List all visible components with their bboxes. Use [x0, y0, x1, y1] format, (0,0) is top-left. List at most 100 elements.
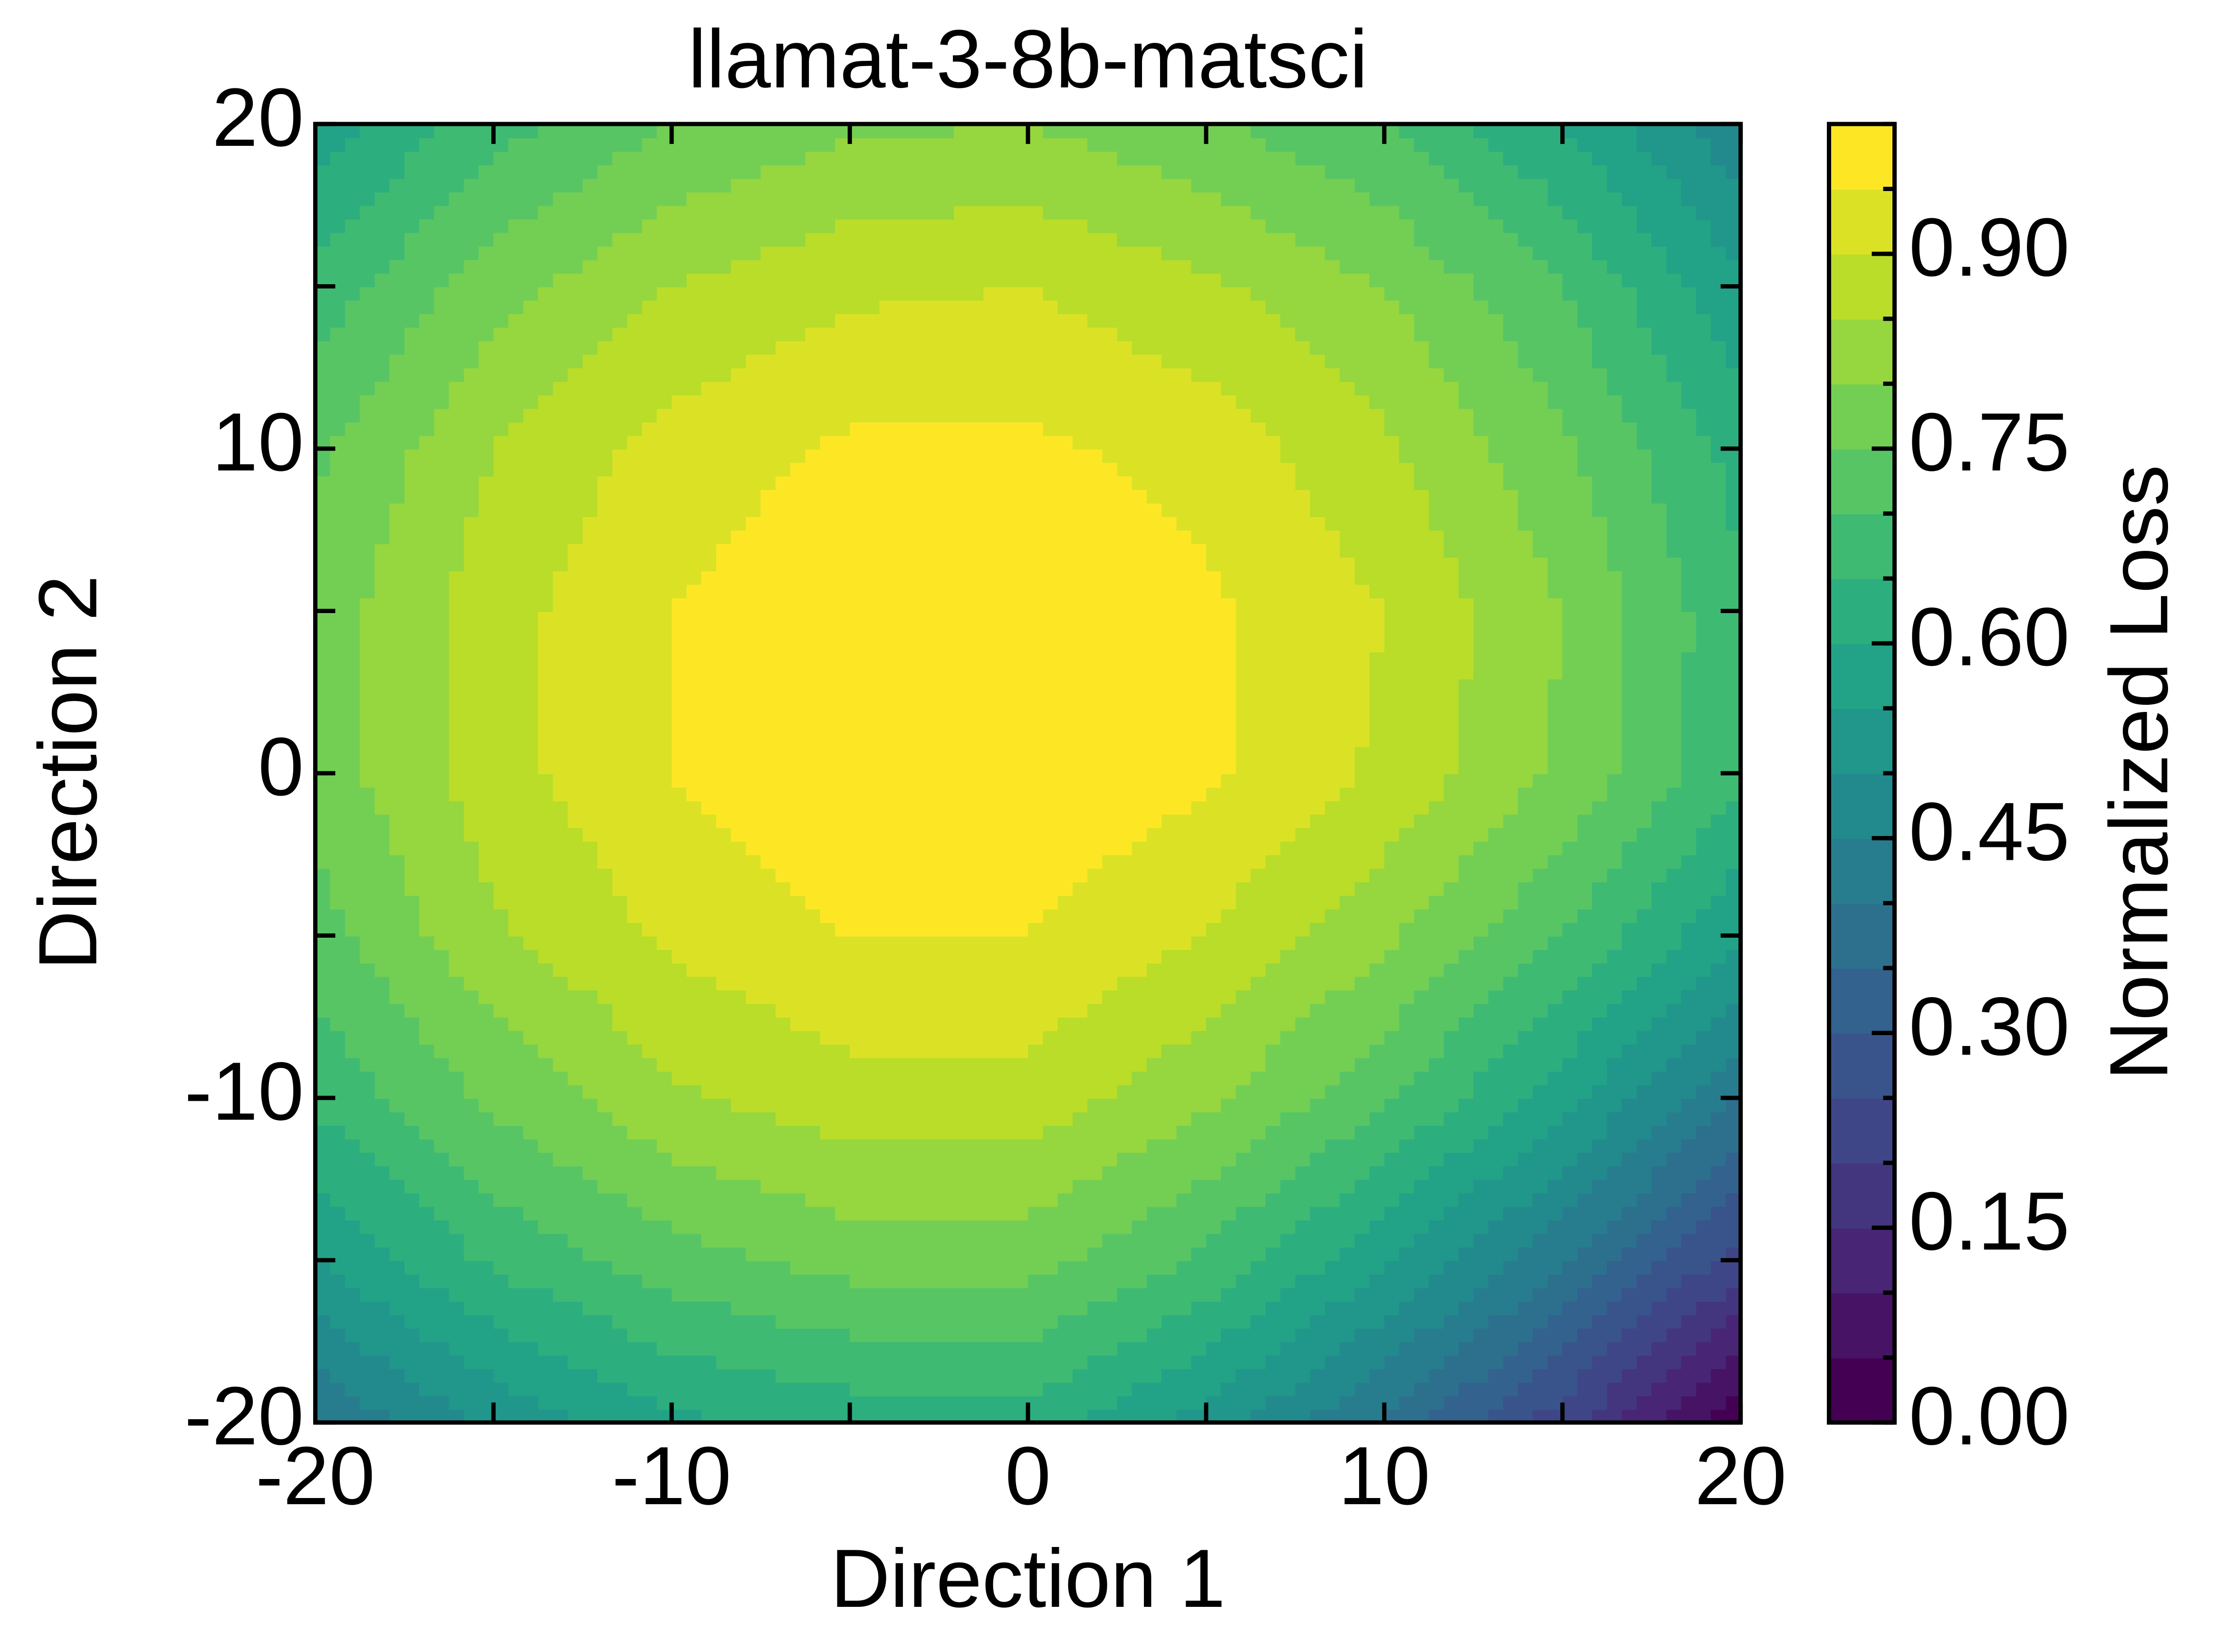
- contour-fill: [731, 908, 747, 923]
- contour-fill: [805, 922, 821, 937]
- contour-fill: [1354, 1206, 1371, 1221]
- contour-fill: [953, 1179, 969, 1194]
- contour-fill: [1473, 1003, 1489, 1018]
- contour-fill: [419, 976, 435, 991]
- contour-fill: [1533, 1354, 1549, 1370]
- contour-fill: [627, 1206, 643, 1221]
- contour-fill: [760, 854, 777, 869]
- contour-fill: [1250, 1098, 1267, 1113]
- contour-fill: [1087, 1125, 1104, 1140]
- contour-fill: [463, 1314, 480, 1329]
- contour-fill: [1577, 1057, 1593, 1072]
- contour-fill: [345, 1354, 361, 1370]
- contour-fill: [523, 638, 539, 653]
- contour-fill: [1592, 814, 1608, 828]
- contour-fill: [1221, 868, 1237, 883]
- contour-fill: [1236, 814, 1252, 828]
- contour-fill: [894, 841, 910, 855]
- contour-fill: [1324, 1192, 1341, 1207]
- contour-fill: [1533, 827, 1549, 842]
- contour-fill: [1221, 908, 1237, 923]
- contour-fill: [1146, 827, 1163, 842]
- contour-fill: [1176, 1382, 1192, 1397]
- contour-fill: [627, 1165, 643, 1180]
- contour-fill: [1295, 1287, 1311, 1302]
- contour-fill: [1146, 989, 1163, 1004]
- contour-fill: [404, 1233, 420, 1248]
- contour-fill: [508, 814, 524, 828]
- contour-fill: [1577, 1152, 1593, 1167]
- contour-fill: [1324, 1327, 1341, 1343]
- contour-fill: [820, 1071, 836, 1085]
- contour-fill: [1384, 881, 1400, 896]
- contour-fill: [1369, 1274, 1385, 1288]
- contour-fill: [953, 854, 969, 869]
- contour-fill: [969, 949, 985, 964]
- contour-fill: [612, 1138, 628, 1153]
- contour-fill: [790, 1071, 806, 1085]
- contour-fill: [1354, 1382, 1371, 1397]
- contour-fill: [998, 854, 1014, 869]
- contour-fill: [1711, 1206, 1727, 1221]
- contour-fill: [315, 665, 331, 680]
- contour-fill: [1443, 827, 1459, 842]
- contour-fill: [538, 1179, 554, 1194]
- contour-fill: [330, 908, 346, 923]
- contour-fill: [731, 1395, 747, 1410]
- contour-fill: [894, 949, 910, 964]
- contour-fill: [1503, 1179, 1519, 1194]
- contour-fill: [1607, 787, 1623, 801]
- contour-fill: [1087, 1287, 1104, 1302]
- contour-fill: [1072, 1030, 1088, 1045]
- contour-fill: [1577, 1300, 1593, 1316]
- contour-fill: [909, 881, 925, 896]
- contour-fill: [1117, 881, 1133, 896]
- contour-cell: [315, 935, 495, 1099]
- contour-fill: [716, 759, 732, 774]
- contour-fill: [1043, 1084, 1059, 1099]
- contour-fill: [1295, 1233, 1311, 1248]
- contour-fill: [1057, 814, 1074, 828]
- contour-fill: [820, 1044, 836, 1058]
- contour-cell: [1384, 773, 1564, 937]
- contour-fill: [330, 962, 346, 977]
- contour-fill: [1577, 908, 1593, 923]
- contour-fill: [434, 1179, 450, 1194]
- contour-fill: [969, 1247, 985, 1261]
- contour-fill: [998, 1287, 1014, 1302]
- contour-cell: [1028, 1098, 1207, 1261]
- contour-fill: [1043, 1382, 1059, 1397]
- contour-fill: [597, 841, 614, 855]
- contour-fill: [657, 1098, 673, 1113]
- contour-fill: [716, 814, 732, 828]
- contour-fill: [1399, 1274, 1415, 1288]
- contour-fill: [760, 787, 777, 801]
- contour-fill: [567, 1260, 584, 1275]
- contour-fill: [746, 976, 762, 991]
- contour-fill: [760, 1071, 777, 1085]
- contour-fill: [523, 1220, 539, 1234]
- contour-fill: [419, 1017, 435, 1031]
- contour-fill: [701, 1274, 717, 1288]
- contour-fill: [909, 935, 925, 950]
- contour-fill: [1354, 895, 1371, 910]
- contour-fill: [760, 1152, 777, 1167]
- contour-fill: [1176, 976, 1192, 991]
- contour-fill: [1176, 1165, 1192, 1180]
- contour-fill: [1087, 1084, 1104, 1099]
- contour-fill: [686, 1044, 702, 1058]
- contour-fill: [1503, 1395, 1519, 1410]
- contour-fill: [672, 868, 688, 883]
- contour-fill: [389, 949, 405, 964]
- contour-fill: [1191, 1084, 1207, 1099]
- contour-fill: [404, 949, 420, 964]
- contour-fill: [1146, 1274, 1163, 1288]
- contour-fill: [1117, 1003, 1133, 1018]
- contour-fill: [374, 1327, 391, 1343]
- contour-fill: [463, 692, 480, 707]
- contour-fill: [1340, 1044, 1356, 1058]
- contour-fill: [612, 1071, 628, 1085]
- contour-fill: [775, 787, 791, 801]
- contour-fill: [1340, 1327, 1356, 1343]
- contour-fill: [374, 949, 391, 964]
